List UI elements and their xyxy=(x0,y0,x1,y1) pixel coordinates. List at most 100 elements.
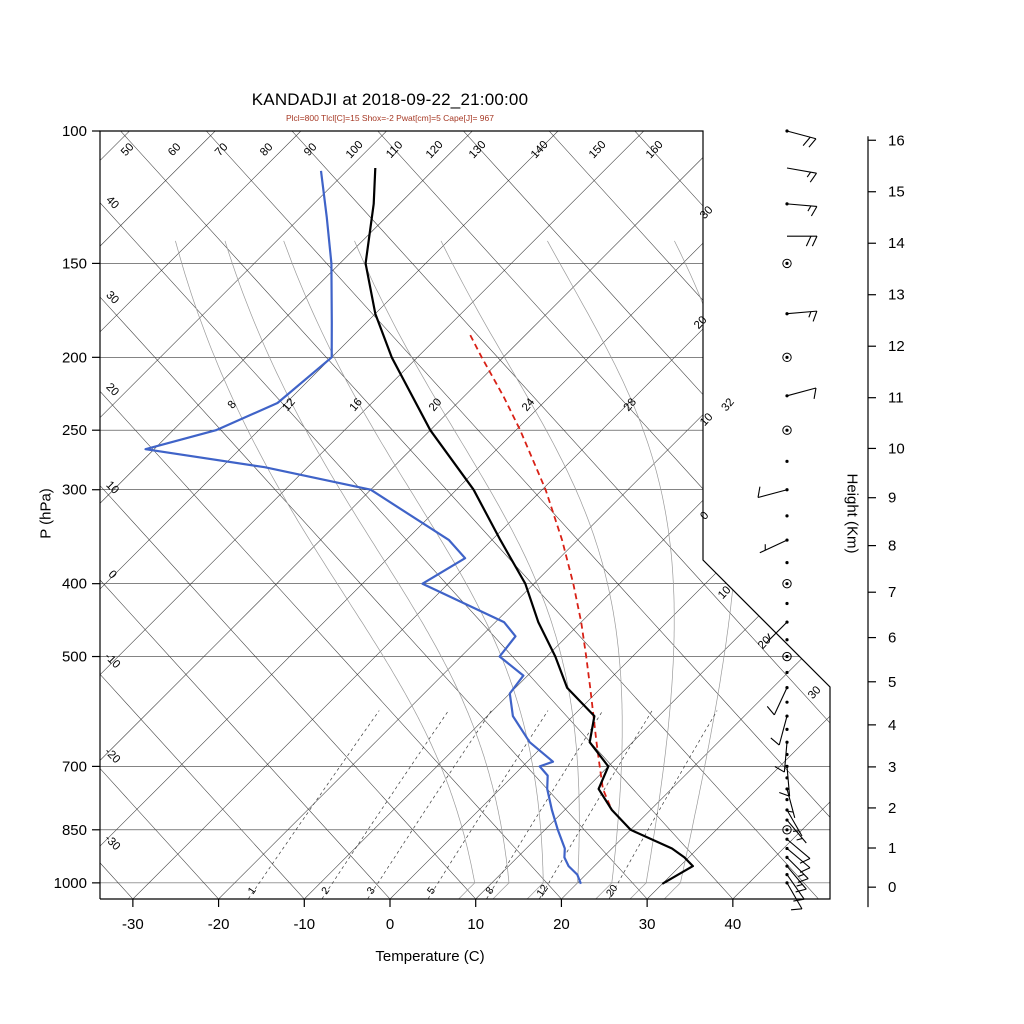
svg-text:16: 16 xyxy=(348,396,365,414)
svg-text:10: 10 xyxy=(103,479,121,497)
wind-barb xyxy=(786,130,817,148)
svg-text:30: 30 xyxy=(639,916,656,933)
svg-text:20: 20 xyxy=(692,314,710,332)
svg-text:6: 6 xyxy=(888,630,896,647)
svg-text:4: 4 xyxy=(888,717,896,734)
svg-text:11: 11 xyxy=(888,390,904,407)
svg-text:70: 70 xyxy=(213,141,231,159)
svg-text:130: 130 xyxy=(467,139,489,161)
svg-text:40: 40 xyxy=(724,916,741,933)
svg-text:3: 3 xyxy=(365,885,378,897)
svg-text:140: 140 xyxy=(529,139,551,161)
svg-text:20: 20 xyxy=(604,882,621,899)
svg-text:9: 9 xyxy=(888,490,896,507)
svg-text:30: 30 xyxy=(806,684,824,702)
svg-text:200: 200 xyxy=(62,349,87,366)
svg-text:12: 12 xyxy=(534,882,551,899)
svg-text:300: 300 xyxy=(62,482,87,499)
wind-barb xyxy=(786,857,809,883)
chart-subtitle-indices: Plcl=800 Tlcl[C]=15 Shox=-2 Pwat[cm]=5 C… xyxy=(286,113,494,123)
wind-barb xyxy=(765,621,788,644)
svg-text:-10: -10 xyxy=(102,651,122,671)
dewpoint-line xyxy=(144,170,582,885)
svg-text:-20: -20 xyxy=(208,916,230,933)
svg-text:90: 90 xyxy=(302,141,320,159)
svg-text:100: 100 xyxy=(344,139,366,161)
temperature-line xyxy=(364,167,694,885)
sounding-profiles xyxy=(144,167,694,885)
temperature-axis-title: Temperature (C) xyxy=(375,948,485,965)
svg-text:0: 0 xyxy=(888,879,896,896)
svg-text:10: 10 xyxy=(888,440,905,457)
svg-text:50: 50 xyxy=(119,141,137,159)
svg-text:500: 500 xyxy=(62,649,87,666)
svg-text:30: 30 xyxy=(698,204,716,222)
svg-text:150: 150 xyxy=(587,139,609,161)
svg-text:100: 100 xyxy=(62,123,87,140)
wind-barb xyxy=(779,766,791,797)
svg-text:160: 160 xyxy=(644,139,666,161)
wind-barb xyxy=(787,235,818,247)
svg-text:2: 2 xyxy=(319,885,332,897)
svg-text:14: 14 xyxy=(888,235,905,252)
svg-text:2: 2 xyxy=(888,800,896,817)
svg-text:10: 10 xyxy=(716,584,734,602)
axes: 8 12 16 20 24 28 321 2 3 5 8 12 20100150200250300400… xyxy=(54,123,905,933)
svg-text:8: 8 xyxy=(888,538,896,555)
svg-text:1000: 1000 xyxy=(54,875,87,892)
svg-text:400: 400 xyxy=(62,576,87,593)
svg-text:12: 12 xyxy=(888,338,905,355)
wind-barb xyxy=(786,788,796,819)
svg-text:-30: -30 xyxy=(122,916,144,933)
wind-barb xyxy=(757,486,788,499)
wind-barb xyxy=(774,742,788,773)
svg-text:7: 7 xyxy=(888,584,896,601)
svg-text:0: 0 xyxy=(386,916,394,933)
wind-barb xyxy=(759,539,788,554)
svg-text:250: 250 xyxy=(62,422,87,439)
wind-barb xyxy=(786,203,818,217)
wind-barb xyxy=(786,865,807,893)
svg-text:-30: -30 xyxy=(102,833,122,853)
wind-barb xyxy=(786,838,811,864)
background-grid xyxy=(100,131,830,899)
svg-text:20: 20 xyxy=(553,916,570,933)
svg-text:120: 120 xyxy=(424,139,446,161)
wind-barb xyxy=(786,874,805,902)
svg-text:13: 13 xyxy=(888,287,905,304)
svg-text:32: 32 xyxy=(720,396,737,414)
svg-text:110: 110 xyxy=(384,139,405,161)
wind-barb xyxy=(786,882,803,911)
svg-text:80: 80 xyxy=(258,141,276,159)
svg-text:30: 30 xyxy=(103,289,121,307)
svg-text:5: 5 xyxy=(888,674,896,691)
svg-text:20: 20 xyxy=(427,396,444,414)
svg-text:150: 150 xyxy=(62,255,87,272)
wind-barb xyxy=(786,848,811,873)
svg-text:10: 10 xyxy=(698,411,716,429)
wind-barb-column xyxy=(757,129,818,911)
svg-text:20: 20 xyxy=(756,634,774,652)
svg-text:28: 28 xyxy=(622,396,639,414)
wind-barb xyxy=(766,687,788,716)
wind-barb xyxy=(786,387,817,399)
svg-text:5: 5 xyxy=(425,885,438,897)
parcel-path-line xyxy=(467,331,611,807)
svg-text:10: 10 xyxy=(467,916,484,933)
svg-text:700: 700 xyxy=(62,758,87,775)
svg-text:20: 20 xyxy=(103,381,121,399)
svg-text:1: 1 xyxy=(888,840,896,857)
svg-text:16: 16 xyxy=(888,132,905,149)
chart-title: KANDADJI at 2018-09-22_21:00:00 xyxy=(251,90,529,109)
svg-text:60: 60 xyxy=(166,141,184,159)
svg-text:0: 0 xyxy=(106,568,119,581)
svg-text:1: 1 xyxy=(246,885,259,897)
svg-text:8: 8 xyxy=(483,885,496,897)
svg-text:3: 3 xyxy=(888,759,896,776)
svg-text:8: 8 xyxy=(226,399,239,412)
wind-barb xyxy=(786,310,818,322)
svg-text:-10: -10 xyxy=(293,916,315,933)
wind-barb xyxy=(786,809,803,837)
svg-text:850: 850 xyxy=(62,822,87,839)
